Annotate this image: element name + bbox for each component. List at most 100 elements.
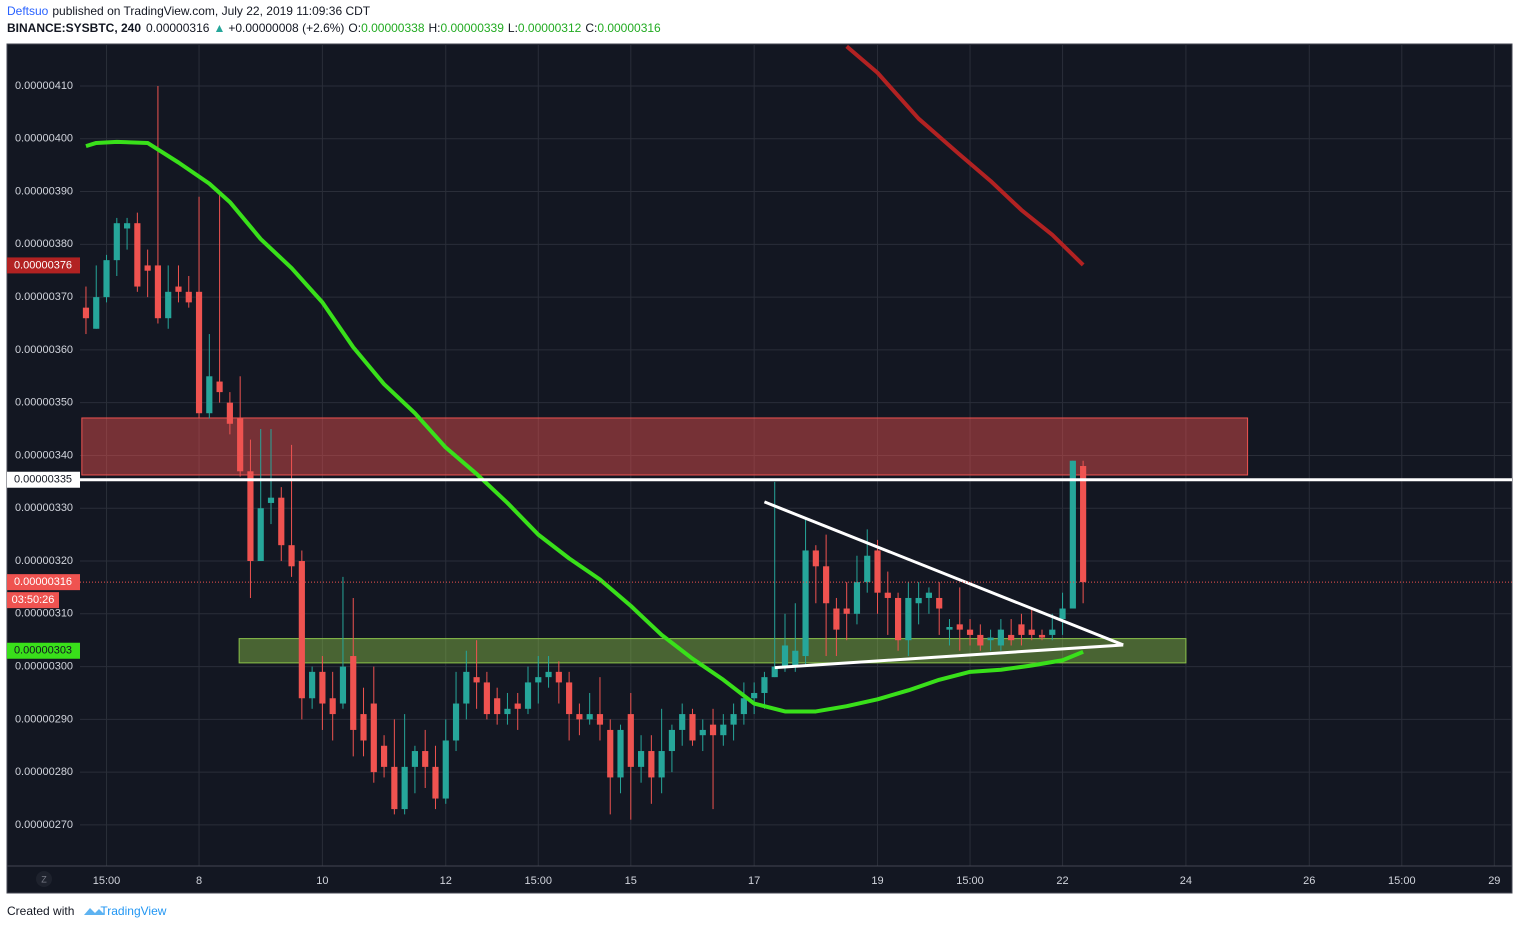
candle-body — [853, 582, 861, 614]
author[interactable]: Deftsuo — [7, 4, 49, 18]
candle-body — [689, 714, 696, 741]
axis-tag — [7, 574, 80, 591]
moving-average — [845, 44, 1085, 267]
candle-body — [113, 223, 120, 261]
y-tick-label: 0.00000380 — [15, 238, 73, 250]
x-tick-label: 29 — [1488, 875, 1500, 887]
candle-body — [103, 260, 110, 298]
x-tick-label: 15:00 — [1388, 875, 1416, 887]
y-tick-label: 0.00000340 — [15, 449, 73, 461]
axis-tag-label: 0.00000335 — [14, 474, 72, 486]
candle-body — [391, 766, 398, 810]
candle-body — [648, 751, 655, 778]
candle-body — [977, 634, 984, 646]
candle-body — [226, 402, 233, 424]
y-tick-label: 0.00000370 — [15, 291, 73, 303]
candle-body — [144, 265, 151, 271]
x-tick-label: 17 — [748, 875, 760, 887]
candle-body — [360, 714, 367, 741]
candle-body — [298, 561, 305, 699]
y-tick-label: 0.00000400 — [15, 133, 73, 145]
candle-body — [350, 656, 357, 730]
candle-body — [586, 714, 593, 720]
candle-body — [309, 671, 316, 699]
candle-body — [699, 729, 706, 736]
candle-body — [730, 714, 737, 725]
candle-body — [380, 745, 388, 767]
brand[interactable]: TradingView — [100, 904, 166, 918]
x-tick-label: 15 — [625, 875, 637, 887]
candle-body — [1080, 466, 1087, 583]
change-arrow: ▲ — [213, 21, 225, 35]
x-tick-label: 12 — [440, 875, 452, 887]
candle-body — [442, 740, 449, 799]
candle-body — [483, 682, 490, 715]
moving-average — [85, 139, 1084, 714]
candle-body — [658, 751, 665, 778]
x-tick-label: 24 — [1180, 875, 1192, 887]
axis-tag-label: 0.00000376 — [14, 259, 72, 271]
candle-body — [833, 608, 840, 630]
candle-body — [627, 714, 634, 767]
x-tick-label: 22 — [1056, 875, 1068, 887]
axis-tag — [7, 642, 80, 659]
y-tick-label: 0.00000350 — [15, 397, 73, 409]
y-tick-label: 0.00000280 — [15, 766, 73, 778]
candle-body — [329, 698, 336, 715]
candle-body — [1069, 460, 1076, 609]
candle-body — [185, 291, 192, 303]
candle-body — [504, 708, 511, 715]
candle-body — [123, 223, 131, 229]
axis-tag — [7, 471, 80, 488]
candle-body — [82, 307, 90, 319]
candle-body — [452, 703, 460, 741]
change: +0.00000008 (+2.6%) — [228, 21, 344, 35]
candle-body — [494, 698, 501, 715]
candle-body — [524, 682, 532, 709]
axis-tag-label: 0.00000303 — [14, 645, 72, 657]
brand-logo — [84, 908, 105, 915]
x-tick-label: 15:00 — [956, 875, 984, 887]
candle-body — [720, 724, 727, 736]
y-tick-label: 0.00000330 — [15, 502, 73, 514]
candle-body — [267, 497, 275, 503]
countdown-tag — [7, 592, 59, 609]
candle-body — [411, 751, 419, 767]
ohlc-value: 0.00000316 — [597, 21, 661, 35]
footer: Created with TradingView — [7, 904, 167, 918]
x-tick-label: 26 — [1303, 875, 1315, 887]
candle-body — [709, 724, 717, 736]
ohlc-key: C: — [585, 21, 597, 35]
trend-line — [763, 500, 1124, 647]
candle-body — [884, 592, 891, 598]
candle-body — [864, 555, 871, 583]
candle-body — [812, 550, 819, 567]
countdown-label: 03:50:26 — [12, 594, 55, 606]
candle-body — [905, 597, 912, 641]
candle-body — [781, 645, 789, 667]
candle-body — [566, 682, 573, 715]
candle-body — [401, 766, 408, 810]
zone — [81, 417, 1249, 476]
ohlc-key: L: — [508, 21, 518, 35]
plot: 0.00000270 0.00000280 0.00000290 0.00000300… — [7, 44, 1512, 887]
last-price: 0.00000316 — [146, 21, 210, 35]
candle-body — [843, 608, 850, 614]
candle-body — [278, 497, 285, 546]
candle-body — [966, 629, 974, 635]
y-tick-label: 0.00000390 — [15, 185, 73, 197]
candle-body — [154, 265, 162, 319]
candle-body — [370, 703, 377, 773]
x-tick-label: 15:00 — [525, 875, 553, 887]
y-tick-label: 0.00000270 — [15, 819, 73, 831]
candle-body — [823, 566, 830, 604]
zoom-button-label: Z — [41, 874, 47, 884]
candle-body — [751, 692, 758, 699]
candle-body — [874, 550, 881, 593]
zoom-button[interactable] — [36, 871, 52, 887]
axis-tag-label: 0.00000316 — [14, 576, 72, 588]
candle-body — [339, 666, 347, 704]
candle-body — [93, 297, 100, 329]
candle-body — [936, 597, 943, 609]
